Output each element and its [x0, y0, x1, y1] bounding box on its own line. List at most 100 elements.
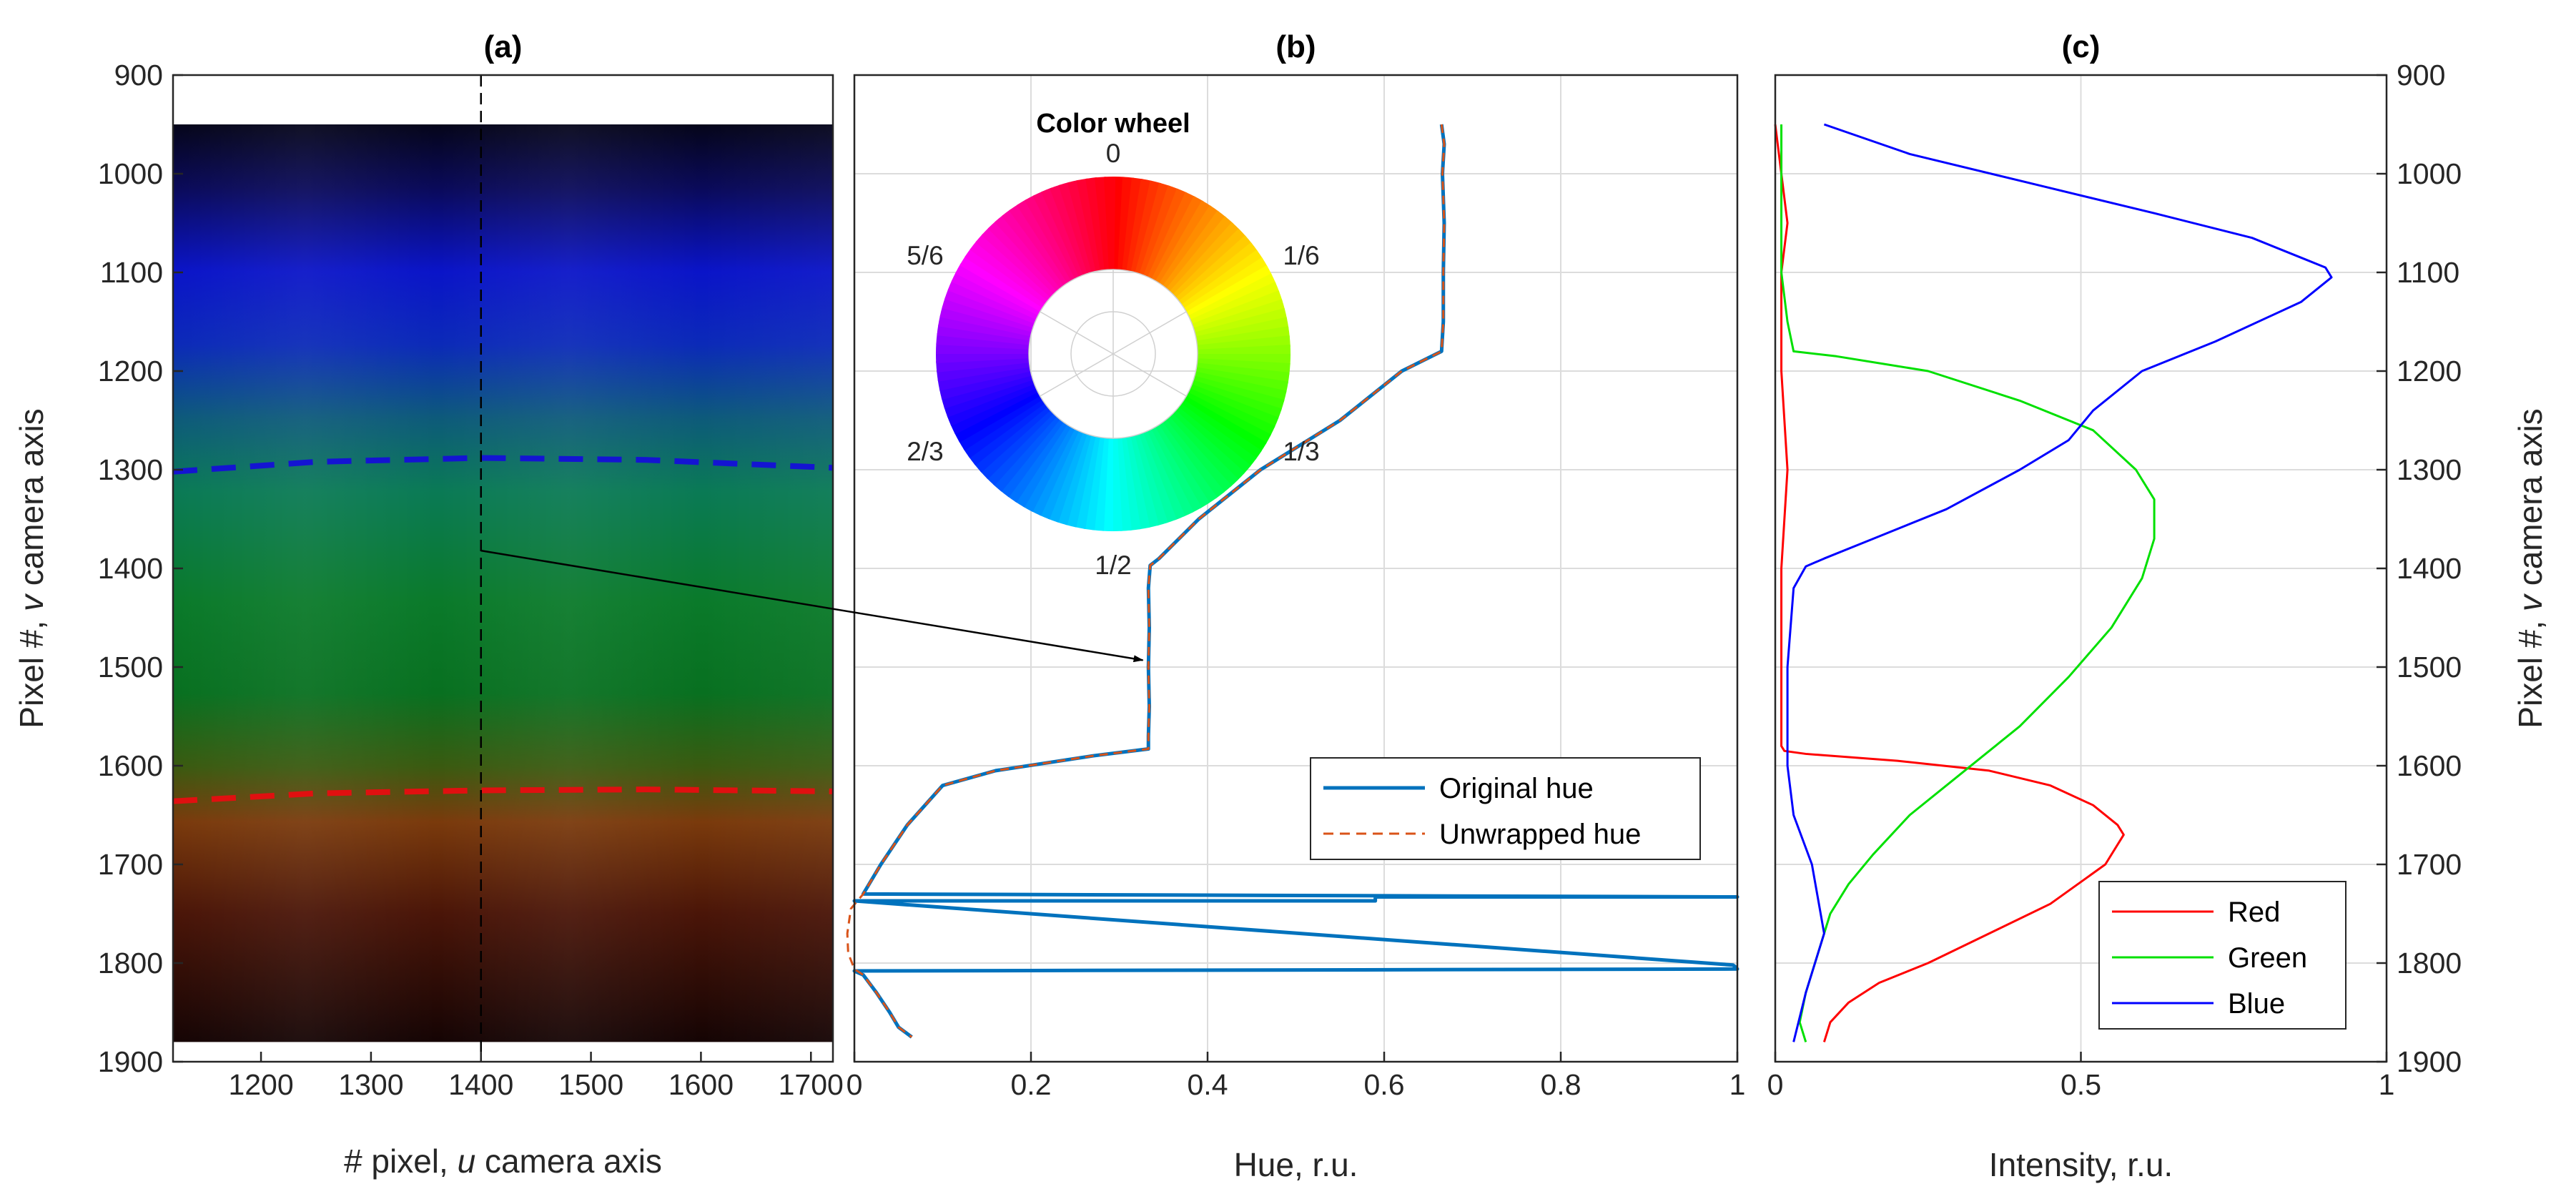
- wheel-segment: [1147, 192, 1196, 280]
- wheel-segment: [1000, 418, 1064, 498]
- x-axis-label-c: Intensity, r.u.: [1989, 1146, 2173, 1183]
- y-tick-labels: 900 1000 1100 1200 1300 1400 1500 1600 1700 1800 1…: [2377, 59, 2462, 1078]
- wheel-segment: [939, 370, 1032, 400]
- wheel-segment: [979, 409, 1054, 480]
- panel-title-b: (b): [1275, 29, 1316, 64]
- wheel-spoke: [1112, 311, 1187, 355]
- series-blue: [1786, 123, 2333, 1042]
- color-wheel-title: Color wheel: [1036, 109, 1190, 139]
- x-tick-label: 1500: [558, 1068, 623, 1101]
- y-tick-label: 1400: [98, 552, 163, 585]
- y-tick-label: 1500: [98, 651, 163, 684]
- wheel-segment: [947, 280, 1037, 324]
- wheel-segment: [1162, 419, 1225, 499]
- wheel-segment: [1175, 235, 1253, 302]
- wheel-spoke: [1112, 353, 1187, 397]
- wheel-segment: [1166, 216, 1234, 292]
- wheel-segment: [1142, 430, 1185, 520]
- wheel-segment: [1191, 380, 1282, 420]
- wheel-segment: [958, 395, 1043, 451]
- y-axis-label-a-suffix: camera axis: [13, 408, 50, 595]
- panel-c: 900 1000 1100 1200 1300 1400 1500 1600 1700 1800 1…: [1767, 29, 2549, 1183]
- wheel-label: 1/2: [1095, 551, 1131, 580]
- y-tick-label: 1300: [2397, 453, 2462, 486]
- x-tick-label: 1400: [448, 1068, 513, 1101]
- wheel-segment: [1001, 209, 1065, 289]
- wheel-segment: [937, 361, 1030, 382]
- x-tick-label: 0.4: [1188, 1068, 1228, 1101]
- wheel-segment: [1138, 433, 1177, 523]
- red-boundary-line: [172, 786, 834, 804]
- y-tick-label: 1800: [2397, 947, 2462, 980]
- wheel-segment: [1085, 177, 1106, 271]
- wheel-segment: [1165, 416, 1232, 493]
- wheel-segment: [987, 220, 1058, 295]
- wheel-segment: [981, 227, 1055, 298]
- x-axis-label-a-suffix: camera axis: [475, 1143, 662, 1180]
- wheel-segment: [1181, 250, 1263, 309]
- wheel-spoke: [1040, 353, 1114, 397]
- wheel-segment: [1009, 204, 1068, 286]
- y-tick-label: 1200: [98, 355, 163, 388]
- y-axis-label-a-prefix: Pixel #,: [13, 611, 50, 729]
- legend-label: Unwrapped hue: [1439, 819, 1641, 850]
- wheel-segment: [941, 375, 1033, 409]
- wheel-inner-grid: [1028, 269, 1198, 439]
- wheel-segment: [944, 379, 1035, 418]
- wheel-segment: [1030, 428, 1080, 516]
- axes-box: [853, 74, 1739, 1063]
- wheel-label: 1/6: [1283, 241, 1319, 270]
- wheel-segment: [954, 391, 1040, 443]
- x-tick-label: 1300: [338, 1068, 403, 1101]
- wheel-segment: [950, 387, 1038, 435]
- wheel-segment: [1150, 427, 1202, 513]
- wheel-segment: [1032, 191, 1080, 279]
- wheel-segment: [1172, 410, 1245, 481]
- y-tick-label: 1700: [98, 848, 163, 881]
- y-axis-label-c-suffix: camera axis: [2512, 408, 2549, 595]
- wheel-segment: [963, 399, 1045, 458]
- wheel-segment: [1139, 185, 1179, 276]
- wheel-segment: [1175, 407, 1251, 475]
- x-tick-label: 0.2: [1011, 1068, 1052, 1101]
- wheel-segment: [1151, 196, 1204, 282]
- wheel-segment: [1155, 200, 1212, 284]
- wheel-segment: [1076, 178, 1102, 272]
- panel-a: 900 1000 1100 1200 1300 1400 1500 1600 1700 1800 1…: [13, 29, 844, 1180]
- wheel-segment: [969, 240, 1049, 305]
- wheel-segment: [1185, 392, 1271, 445]
- wheel-segment: [1159, 205, 1220, 287]
- wheel-segment: [1050, 184, 1088, 275]
- wheel-segment: [937, 365, 1031, 391]
- x-tick-label: 0: [1767, 1068, 1784, 1101]
- wheel-segment: [1007, 421, 1067, 503]
- wheel-segment: [995, 214, 1061, 292]
- y-tick-label: 1500: [2397, 651, 2462, 684]
- wheel-segment: [1190, 384, 1279, 428]
- x-tick-label: 1200: [228, 1068, 293, 1101]
- wheel-segment: [944, 288, 1035, 328]
- legend-label: Green: [2228, 942, 2307, 974]
- wheel-segment: [1183, 396, 1267, 453]
- wheel-segment: [1158, 422, 1218, 504]
- wheel-segment: [955, 263, 1041, 316]
- wheel-segment: [1168, 413, 1239, 488]
- x-tick-labels: 1200 1300 1400 1500 1600 1700: [228, 1052, 844, 1101]
- heatmap-texture: [173, 124, 833, 1042]
- wheel-segment: [942, 297, 1034, 332]
- wheel-segment: [1186, 265, 1273, 317]
- wheel-segment: [1188, 388, 1275, 437]
- blue-boundary-line: [172, 455, 834, 475]
- wheel-segment: [1134, 434, 1168, 526]
- wheel-segment: [1022, 426, 1075, 512]
- series-green: [1780, 124, 2156, 1042]
- panel-title-c: (c): [2062, 29, 2101, 64]
- wheel-segment: [1192, 290, 1283, 329]
- y-tick-labels: 900 1000 1100 1200 1300 1400 1500 1600 1700 1800 1…: [98, 59, 183, 1078]
- x-tick-label: 1: [1729, 1068, 1746, 1101]
- wheel-segment: [947, 383, 1037, 426]
- wheel-segment: [1025, 194, 1076, 281]
- wheel-segment: [959, 255, 1043, 312]
- wheel-segment: [975, 233, 1052, 301]
